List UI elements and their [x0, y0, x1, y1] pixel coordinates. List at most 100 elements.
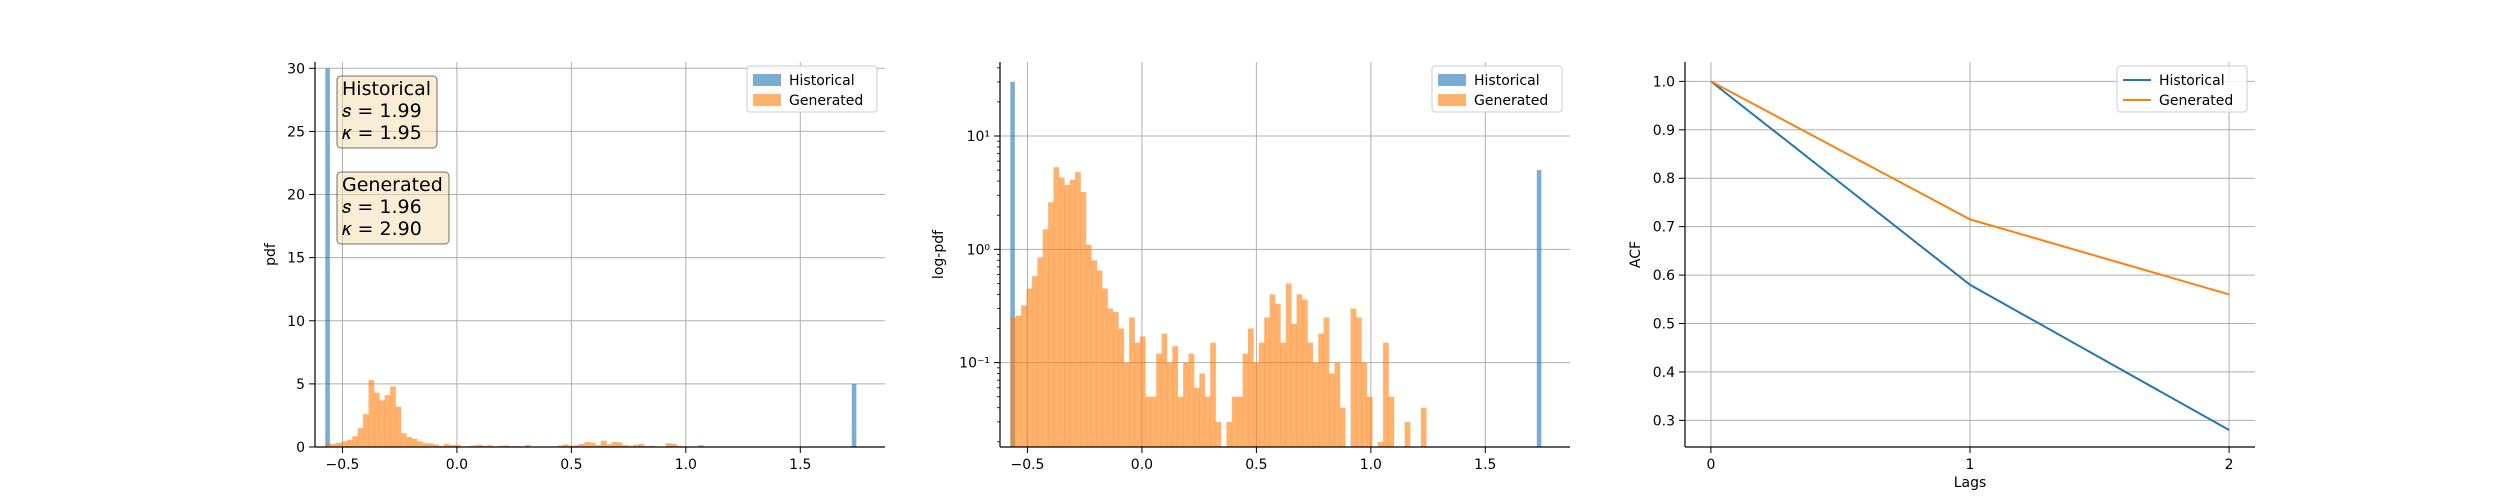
bar	[1042, 229, 1049, 447]
y-tick-label: 10⁰	[967, 242, 991, 258]
y-tick-label: 5	[296, 377, 305, 393]
bar	[1021, 305, 1027, 447]
y-tick-label: 25	[287, 124, 305, 140]
bar	[444, 443, 450, 447]
y-tick-label: 0.8	[1653, 171, 1675, 187]
bar	[406, 436, 413, 447]
bar	[422, 443, 429, 447]
bar	[395, 406, 402, 447]
bar	[1264, 317, 1270, 447]
legend: Historical Generated	[2116, 65, 2248, 113]
bar	[1010, 81, 1015, 447]
bar	[1193, 387, 1200, 447]
annotation-line: Generated	[342, 174, 443, 196]
y-tick-label: 20	[287, 188, 305, 204]
bar	[573, 445, 580, 447]
bar	[1275, 303, 1281, 447]
x-axis-label: Lags	[1954, 475, 1987, 491]
x-tick-label: 1.5	[789, 457, 811, 473]
y-tick-label: 10¹	[967, 129, 990, 145]
bar	[1248, 328, 1254, 447]
bar	[851, 383, 857, 447]
bar	[471, 445, 477, 447]
bar	[1420, 407, 1427, 447]
bar	[1361, 362, 1368, 447]
bar	[336, 442, 342, 447]
bar	[1226, 421, 1233, 447]
bar	[1237, 396, 1243, 447]
bar	[1377, 441, 1384, 447]
x-tick-label: 0.5	[1245, 457, 1267, 473]
bar	[379, 400, 386, 447]
bar	[617, 442, 623, 447]
bar	[1150, 396, 1157, 447]
bar	[1204, 396, 1211, 447]
x-tick-label: −0.5	[325, 457, 359, 473]
bar	[330, 443, 337, 447]
bar	[438, 445, 445, 447]
bar	[1026, 288, 1033, 447]
bar	[1091, 260, 1098, 447]
x-tick-label: 0.0	[446, 457, 468, 473]
y-axis-label: ACF	[1628, 241, 1644, 268]
series-line	[1710, 80, 2230, 296]
bar	[498, 445, 504, 447]
series-generated	[1710, 80, 2230, 296]
legend-label: Generated	[789, 93, 863, 109]
bar	[1183, 362, 1189, 447]
annotation-line: 𝜅 = 1.95	[342, 122, 422, 144]
annotation-frame	[336, 171, 450, 245]
bar	[1177, 396, 1184, 447]
bar	[1366, 396, 1373, 447]
bar	[633, 444, 639, 447]
y-tick-label: 30	[287, 61, 305, 77]
legend-swatch	[753, 74, 781, 86]
bar	[363, 414, 369, 447]
bar	[1231, 396, 1238, 447]
bar	[557, 445, 564, 447]
bar	[481, 445, 488, 447]
bar	[449, 445, 456, 447]
bar	[1053, 167, 1060, 447]
bar	[373, 392, 380, 447]
bar	[563, 444, 569, 447]
bar	[600, 440, 607, 447]
bar	[1188, 353, 1195, 447]
bar	[1258, 342, 1265, 447]
legend-swatch	[753, 94, 781, 106]
chart-panel-2: −0.5 0.0 0.5 1.0 1.5 10⁻¹ 10⁰ 10¹ log-pdf Histori…	[931, 62, 1570, 473]
bar	[1134, 342, 1141, 447]
series-historical	[325, 68, 857, 448]
bar	[606, 444, 612, 447]
bar	[1048, 202, 1054, 447]
x-tick-label: 1.5	[1474, 457, 1496, 473]
bar	[1010, 317, 1017, 447]
legend-label: Historical	[789, 73, 855, 89]
bar	[1339, 407, 1346, 447]
bar	[1404, 421, 1411, 447]
bar	[346, 439, 353, 447]
bar	[341, 441, 348, 447]
bar	[1312, 362, 1319, 447]
bar	[1139, 336, 1146, 447]
bar	[1280, 342, 1287, 447]
bar	[698, 445, 704, 447]
bar	[1318, 333, 1324, 447]
bar	[1269, 294, 1276, 447]
bar	[1145, 396, 1152, 447]
y-tick-label: 15	[287, 251, 305, 267]
bar	[525, 445, 531, 447]
bar	[1123, 362, 1130, 447]
bar	[1329, 373, 1335, 447]
bar	[1302, 299, 1308, 447]
legend: Historical Generated	[1431, 65, 1563, 113]
bar	[1172, 346, 1179, 447]
bar	[1156, 353, 1162, 447]
bar	[627, 445, 634, 447]
y-tick-label: 1.0	[1653, 74, 1675, 90]
bar	[1118, 328, 1125, 447]
bar	[579, 443, 585, 447]
annotation-line: Historical	[342, 78, 431, 100]
bar	[665, 443, 672, 447]
